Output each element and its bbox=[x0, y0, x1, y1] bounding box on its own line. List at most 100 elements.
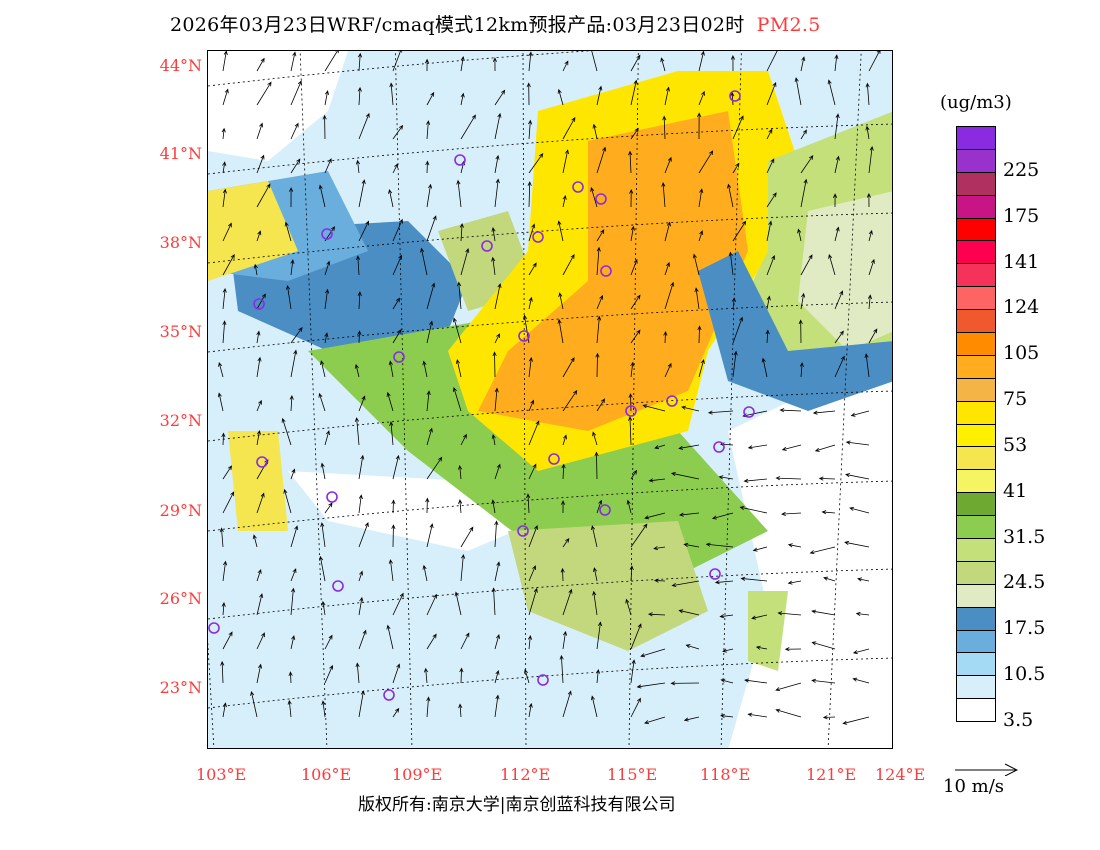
wind-vector bbox=[494, 634, 500, 650]
wind-vector bbox=[426, 91, 435, 106]
wind-vector bbox=[355, 159, 361, 174]
wind-vector bbox=[868, 258, 875, 276]
wind-vector bbox=[358, 494, 363, 514]
city-marker bbox=[713, 441, 725, 453]
wind-reference: 10 m/s bbox=[943, 762, 1019, 797]
wind-vector bbox=[426, 320, 434, 344]
wind-vector bbox=[494, 333, 500, 344]
wind-vector bbox=[766, 128, 773, 140]
wind-vector bbox=[662, 115, 667, 140]
lon-label: 124°E bbox=[875, 765, 926, 784]
wind-vector bbox=[664, 156, 672, 174]
wind-vector bbox=[732, 220, 747, 242]
wind-vector bbox=[222, 222, 232, 242]
wind-vector bbox=[528, 463, 537, 480]
wind-vector bbox=[685, 644, 700, 650]
wind-vector bbox=[850, 410, 870, 417]
wind-vector bbox=[596, 315, 602, 344]
wind-vector bbox=[590, 186, 598, 208]
color-bar-swatch bbox=[957, 539, 995, 562]
wind-vector bbox=[528, 399, 535, 412]
wind-vector bbox=[562, 537, 570, 548]
wind-vector bbox=[775, 682, 802, 692]
wind-vector bbox=[221, 432, 226, 446]
color-bar-swatch bbox=[957, 653, 995, 677]
wind-vector bbox=[222, 631, 233, 650]
wind-vector bbox=[354, 363, 360, 378]
wind-vector bbox=[720, 713, 734, 719]
wind-vector bbox=[630, 623, 642, 650]
wind-vector bbox=[732, 350, 738, 378]
wind-vector bbox=[834, 113, 840, 140]
wind-vector bbox=[392, 707, 400, 718]
city-marker bbox=[625, 405, 637, 417]
wind-vector bbox=[290, 525, 299, 548]
wind-vector bbox=[392, 51, 403, 72]
wind-vector bbox=[664, 362, 672, 378]
wind-reference-arrow-icon bbox=[955, 763, 1019, 776]
wind-vector bbox=[779, 408, 802, 413]
longitude-gridline bbox=[394, 51, 413, 748]
wind-vector bbox=[654, 578, 666, 583]
wind-vector bbox=[358, 454, 365, 480]
city-marker bbox=[383, 689, 395, 701]
wind-vector bbox=[698, 90, 705, 106]
wind-vector bbox=[426, 215, 437, 242]
wind-vector bbox=[324, 51, 339, 72]
wind-vector bbox=[560, 567, 565, 582]
wind-vector bbox=[459, 222, 464, 242]
title-text: 2026年03月23日WRF/cmaq模式12km预报产品:03月23日02时 bbox=[170, 14, 745, 36]
lat-label: 38°N bbox=[159, 233, 202, 252]
pm25-forecast-map bbox=[207, 50, 893, 749]
wind-vector bbox=[625, 598, 632, 616]
wind-vector bbox=[457, 464, 463, 480]
lon-label: 115°E bbox=[607, 765, 658, 784]
wind-vector bbox=[324, 158, 332, 174]
wind-vector bbox=[290, 122, 299, 140]
wind-vector bbox=[761, 357, 768, 378]
wind-vector bbox=[526, 493, 531, 514]
wind-vector bbox=[491, 434, 496, 446]
wind-vector bbox=[253, 263, 258, 276]
map-canvas bbox=[208, 51, 892, 748]
wind-vector bbox=[868, 328, 878, 344]
wind-vector bbox=[222, 88, 229, 106]
wind-vector bbox=[456, 179, 462, 208]
wind-vector bbox=[217, 392, 224, 412]
wind-vector bbox=[787, 543, 802, 548]
wind-vector bbox=[289, 394, 294, 412]
wind-vector bbox=[865, 125, 870, 140]
wind-vector bbox=[460, 114, 476, 140]
wind-vector bbox=[842, 716, 870, 725]
color-bar-swatch bbox=[957, 630, 995, 654]
wind-vector bbox=[766, 192, 777, 208]
wind-vector bbox=[491, 256, 496, 276]
wind-vector bbox=[426, 523, 434, 548]
wind-vector bbox=[358, 690, 365, 718]
wind-vector bbox=[388, 559, 394, 582]
city-marker bbox=[600, 265, 612, 277]
longitude-gridline bbox=[720, 51, 742, 748]
wind-vector bbox=[681, 405, 700, 412]
wind-vector bbox=[256, 183, 271, 208]
wind-vector bbox=[320, 462, 326, 480]
wind-vector bbox=[528, 565, 536, 582]
color-bar-swatch bbox=[957, 195, 995, 219]
color-bar-label: 24.5 bbox=[1003, 571, 1046, 594]
wind-vector bbox=[628, 150, 633, 174]
wind-vector bbox=[527, 635, 533, 650]
wind-vector bbox=[719, 614, 734, 619]
wind-vector bbox=[426, 427, 433, 446]
wind-vector bbox=[392, 328, 402, 344]
wind-vector bbox=[828, 253, 836, 276]
wind-vector bbox=[426, 183, 433, 208]
color-bar-swatch bbox=[957, 287, 995, 311]
wind-vector bbox=[256, 593, 264, 616]
wind-vector bbox=[318, 184, 326, 208]
wind-vector bbox=[494, 178, 500, 208]
wind-vector bbox=[290, 158, 301, 174]
wind-vector bbox=[386, 391, 394, 412]
wind-vector bbox=[256, 663, 263, 684]
lon-label: 103°E bbox=[196, 765, 247, 784]
wind-vector bbox=[528, 524, 538, 548]
